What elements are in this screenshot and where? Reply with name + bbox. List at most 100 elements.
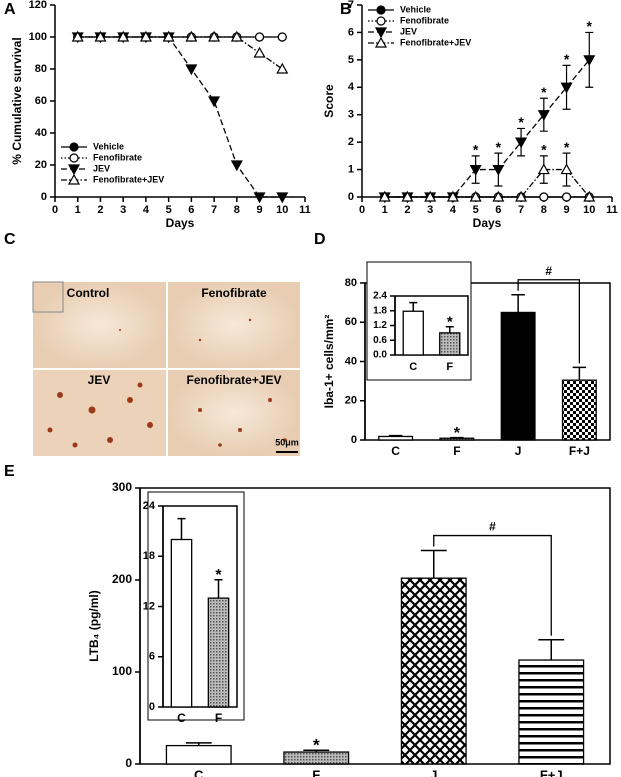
legend-label: Fenofibrate xyxy=(400,15,449,25)
y-tick-label: 6 xyxy=(348,26,354,38)
y-tick-label: 80 xyxy=(35,63,47,75)
marker xyxy=(469,190,482,202)
comparison-label: # xyxy=(545,264,552,278)
x-tick-label: 5 xyxy=(166,204,172,216)
error-bar xyxy=(538,639,565,661)
x-tick-label: 7 xyxy=(211,204,217,216)
error-bar xyxy=(445,325,454,333)
marker xyxy=(378,190,391,202)
y-tick-label: 300 xyxy=(112,480,132,494)
y-tick-label: 5 xyxy=(348,54,354,66)
tile-label: Fenofibrate+JEV xyxy=(186,373,281,387)
x-tick-label: 3 xyxy=(427,204,433,216)
y-tick-label: 20 xyxy=(345,395,357,407)
y-tick-label: 120 xyxy=(29,0,47,11)
x-tick-label: 2 xyxy=(404,204,410,216)
bar xyxy=(500,311,536,441)
marker xyxy=(69,153,79,163)
significance-mark: * xyxy=(564,139,570,155)
marker xyxy=(230,30,243,42)
error-bar xyxy=(409,301,418,312)
y-axis-label: LTB₄ (pg/ml) xyxy=(87,590,101,661)
y-tick-label: 60 xyxy=(345,316,357,328)
y-tick-label: 200 xyxy=(112,572,132,586)
marker xyxy=(515,137,528,149)
x-tick-label: 3 xyxy=(120,204,126,216)
marker xyxy=(67,173,81,185)
y-tick-label: 2.4 xyxy=(373,291,387,302)
significance-mark: * xyxy=(541,142,547,158)
y-tick-label: 0.6 xyxy=(373,335,387,346)
y-tick-label: 40 xyxy=(345,355,357,367)
y-tick-label: 4 xyxy=(348,81,355,93)
x-tick-label: 6 xyxy=(188,204,194,216)
marker xyxy=(537,110,550,121)
marker xyxy=(401,190,414,202)
marker xyxy=(117,30,130,42)
panel-label: D xyxy=(314,231,326,248)
micrograph xyxy=(168,370,300,456)
x-tick-label: 4 xyxy=(450,204,457,216)
x-tick-label: F xyxy=(446,361,453,373)
marker xyxy=(515,190,528,202)
micrograph xyxy=(33,370,166,456)
legend-label: Fenofibrate+JEV xyxy=(93,174,164,184)
significance-mark: * xyxy=(564,51,570,67)
bar xyxy=(207,597,230,708)
x-tick-label: F xyxy=(312,767,320,777)
y-tick-label: 1.2 xyxy=(373,320,387,331)
x-tick-label: F+J xyxy=(540,767,563,777)
x-tick-label: C xyxy=(409,361,417,373)
y-tick-label: 7 xyxy=(348,0,354,11)
marker xyxy=(185,64,198,76)
marker xyxy=(560,82,573,94)
x-tick-label: C xyxy=(194,767,204,777)
x-tick-label: 1 xyxy=(75,204,81,216)
y-axis-label: % Cumulative survival xyxy=(10,37,24,164)
x-tick-label: 9 xyxy=(563,204,569,216)
y-tick-label: 12 xyxy=(143,600,155,612)
error-bar xyxy=(388,434,403,437)
x-tick-label: F+J xyxy=(569,444,590,458)
error-bar xyxy=(185,742,212,746)
y-tick-label: 3 xyxy=(348,109,354,121)
marker xyxy=(492,190,505,202)
marker xyxy=(71,30,84,42)
comparison-bracket xyxy=(517,279,581,364)
y-tick-label: 2 xyxy=(348,136,354,148)
marker xyxy=(560,163,573,175)
y-tick-label: 0.0 xyxy=(373,350,387,361)
marker xyxy=(162,30,175,42)
error-bar xyxy=(420,549,447,579)
marker xyxy=(253,192,266,204)
tile-label: Fenofibrate xyxy=(201,286,267,300)
marker xyxy=(253,46,266,58)
x-tick-label: C xyxy=(177,711,186,725)
legend-label: Fenofibrate+JEV xyxy=(400,37,471,47)
x-tick-label: 2 xyxy=(97,204,103,216)
x-tick-label: 6 xyxy=(495,204,501,216)
x-tick-label: 8 xyxy=(234,204,240,216)
legend-label: Fenofibrate xyxy=(93,152,142,162)
x-tick-label: F xyxy=(453,444,460,458)
comparison-bracket xyxy=(433,534,552,636)
significance-mark: * xyxy=(587,18,593,34)
x-axis-label: Days xyxy=(473,216,502,230)
legend-label: JEV xyxy=(93,163,110,173)
micrograph xyxy=(33,282,166,368)
bar xyxy=(165,744,232,765)
error-bar xyxy=(511,294,525,313)
significance-mark: * xyxy=(215,567,222,584)
x-tick-label: 11 xyxy=(299,204,311,216)
y-tick-label: 24 xyxy=(143,500,156,512)
y-tick-label: 0 xyxy=(348,191,354,203)
legend-label: Vehicle xyxy=(400,4,431,14)
x-tick-label: 1 xyxy=(382,204,388,216)
y-tick-label: 100 xyxy=(112,664,132,678)
error-bar xyxy=(572,366,587,381)
significance-mark: * xyxy=(454,425,461,442)
micrographs: Control Fenofibrate JEV Fenofibrate+JEV … xyxy=(32,281,300,456)
marker xyxy=(208,30,221,42)
marker xyxy=(254,32,265,42)
